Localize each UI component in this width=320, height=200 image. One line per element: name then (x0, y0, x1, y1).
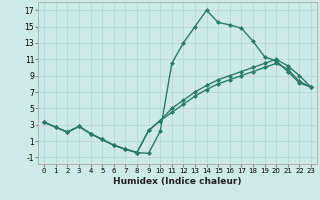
X-axis label: Humidex (Indice chaleur): Humidex (Indice chaleur) (113, 177, 242, 186)
